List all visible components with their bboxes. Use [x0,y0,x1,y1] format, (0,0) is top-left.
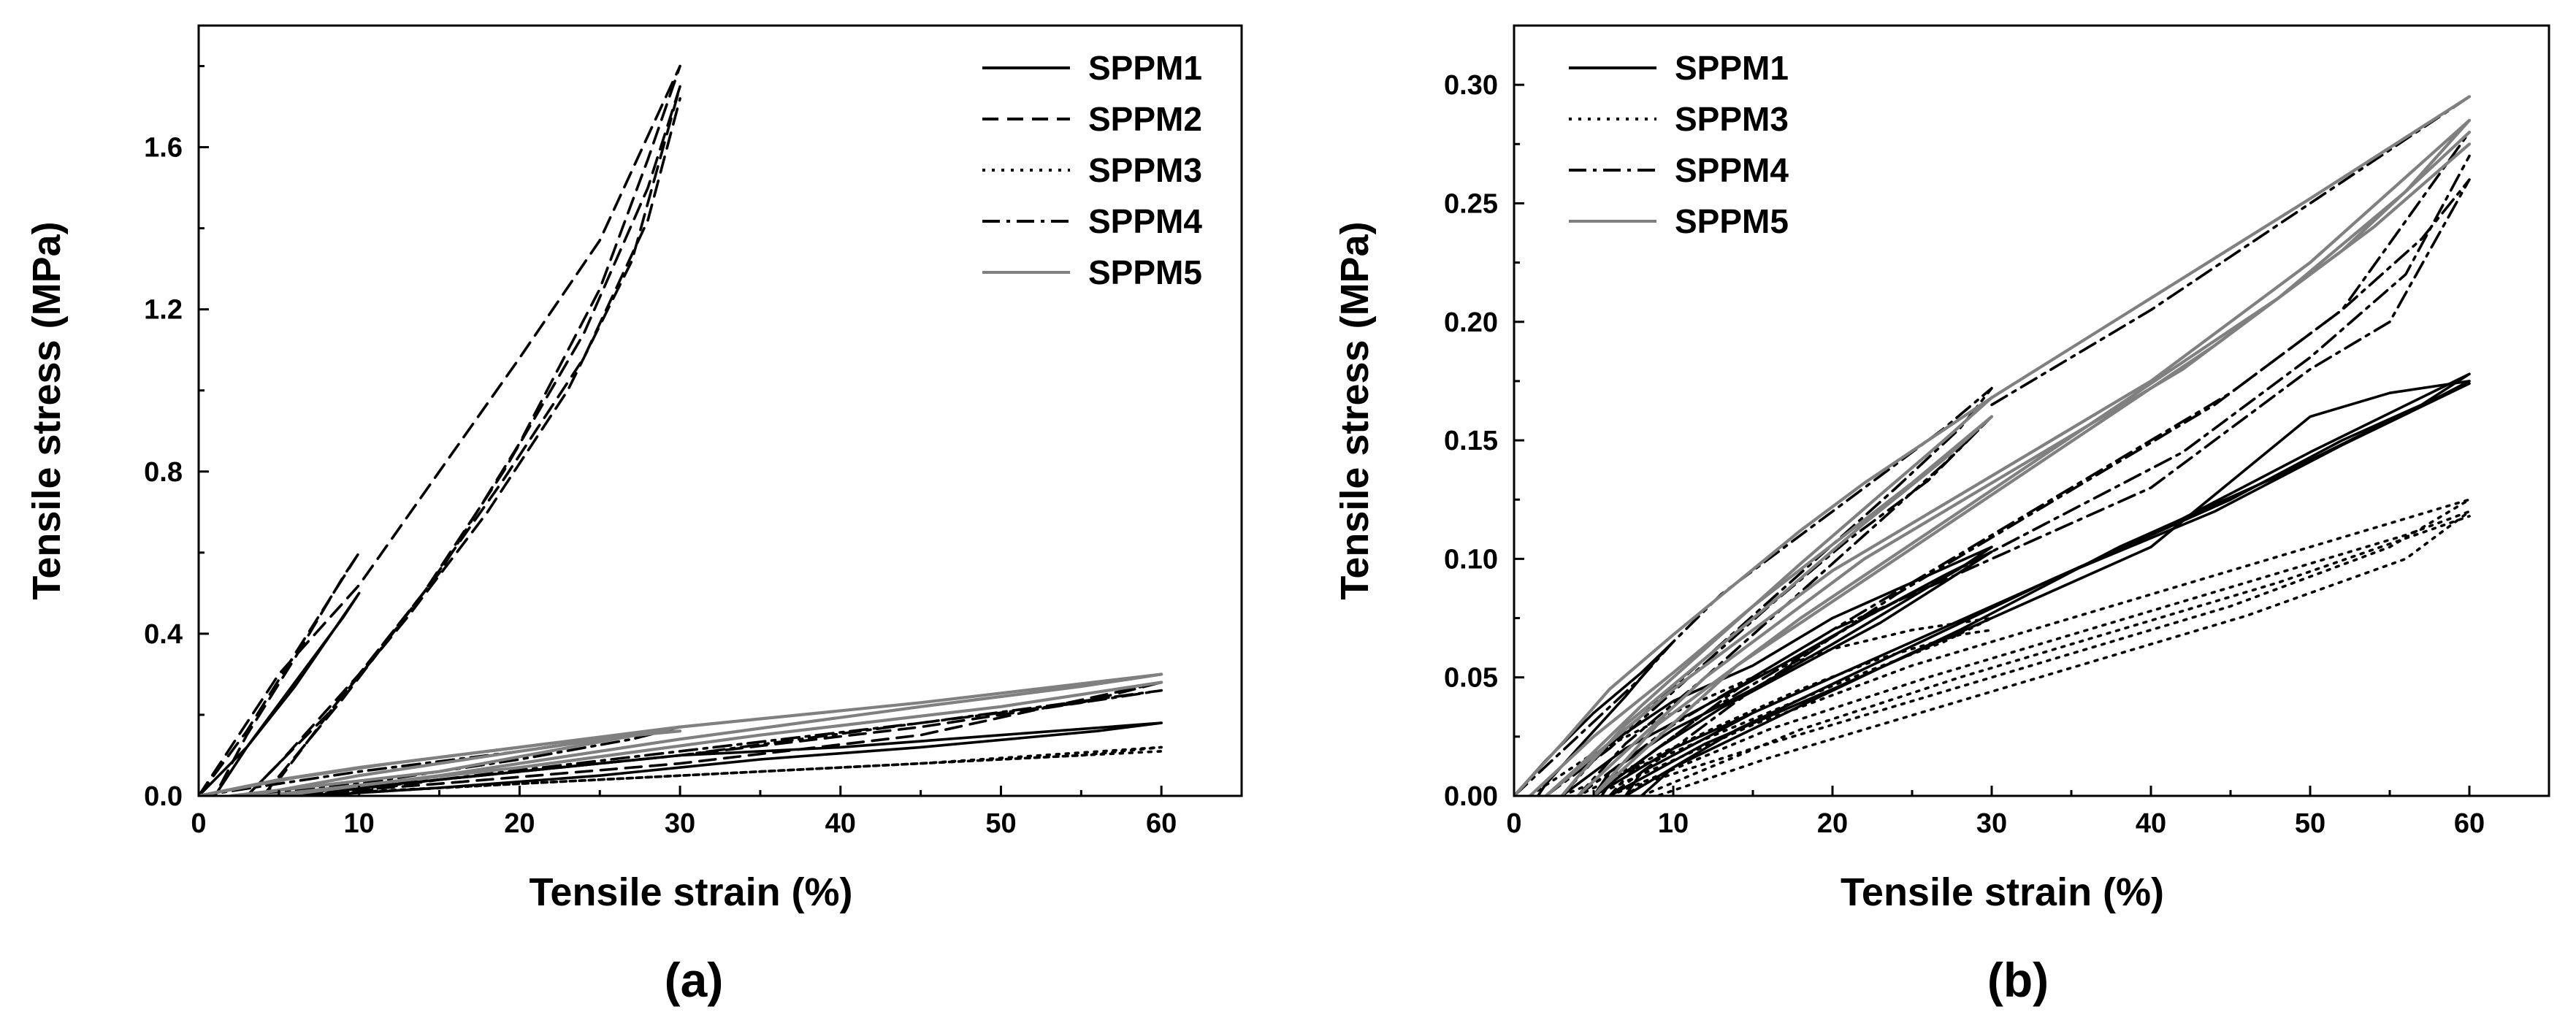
series-line-sppm5 [199,729,682,796]
series-line-sppm2 [245,85,681,796]
y-tick-label: 0.4 [144,619,183,650]
x-tick-label: 50 [985,808,1016,839]
series-line-sppm5 [261,681,1163,796]
x-tick-label: 60 [2454,808,2485,839]
series-line-sppm3 [1592,498,2471,796]
legend: SPPM1 SPPM2 SPPM3 SPPM4 SPPM5 [982,49,1202,291]
series-line-sppm5 [1990,95,2472,399]
legend-label-sppm4: SPPM4 [1088,202,1202,240]
legend-label-sppm3: SPPM3 [1675,100,1789,138]
series-sppm1 [1514,372,2471,796]
series-sppm5 [199,672,1163,796]
series-line-sppm5 [1514,396,1994,796]
x-axis-title: Tensile strain (%) [1841,870,2164,914]
x-tick-label: 20 [1817,808,1848,839]
x-tick-label: 10 [1658,808,1689,839]
series-line-sppm2 [199,64,681,796]
y-tick-label: 0.30 [1444,70,1498,101]
panel-b: 0 10 20 30 40 50 60 0.00 0.05 0.10 0.15 0.20 0.25 0.3… [1333,24,2550,1007]
x-tick-label: 60 [1146,808,1177,839]
series-line-sppm1 [1624,382,2471,796]
y-axis-title: Tensile stress (MPa) [25,221,69,599]
y-tick-label: 1.2 [144,295,183,326]
x-tick-label: 0 [1506,808,1521,839]
series-line-sppm5 [1544,118,2472,796]
series-line-sppm5 [229,672,1163,796]
series-line-sppm3 [1560,628,1993,796]
y-tick-label: 0.05 [1444,663,1498,694]
x-tick-label: 30 [665,808,695,839]
series-line-sppm5 [1528,415,1994,796]
series-line-sppm3 [277,746,1163,796]
legend: SPPM1 SPPM3 SPPM4 SPPM5 [1569,49,1789,240]
panel-label: (b) [1987,953,2049,1007]
series-sppm3 [277,746,1163,796]
x-tick-label: 0 [191,808,206,839]
y-axis-title: Tensile stress (MPa) [1333,221,1377,599]
series-line-sppm3 [1640,515,2471,796]
legend-label-sppm4: SPPM4 [1675,151,1789,189]
panel-a: 0 10 20 30 40 50 60 0.0 0.4 0.8 1.2 1.6 Tensile stra… [25,24,1243,1007]
plot-area [1514,95,2472,796]
series-sppm5 [1514,95,2472,796]
y-tick-label: 0.25 [1444,188,1498,219]
series-line-sppm2 [261,97,681,796]
y-tick-label: 0.8 [144,457,183,488]
series-line-sppm4 [261,689,1163,796]
series-line-sppm4 [1592,154,2471,796]
y-tick-label: 0.00 [1444,781,1498,812]
legend-label-sppm5: SPPM5 [1675,202,1789,240]
series-line-sppm5 [1591,142,2472,796]
legend-label-sppm2: SPPM2 [1088,100,1202,138]
legend-label-sppm3: SPPM3 [1088,151,1202,189]
x-axis-title: Tensile strain (%) [529,870,852,914]
series-line-sppm3 [1529,616,1993,796]
series-line-sppm1 [199,591,361,796]
series-sppm3 [1529,498,2471,796]
y-tick-label: 1.6 [144,133,183,164]
series-line-sppm3 [293,750,1163,796]
legend-label-sppm1: SPPM1 [1675,49,1789,87]
plot-frame [1513,24,2550,797]
series-line-sppm1 [1592,372,2471,796]
panel-label: (a) [665,953,724,1007]
x-tick-label: 40 [2136,808,2166,839]
legend-label-sppm5: SPPM5 [1088,253,1202,291]
series-line-sppm4 [1576,178,2471,796]
x-tick-label: 20 [504,808,535,839]
legend-label-sppm1: SPPM1 [1088,49,1202,87]
plot-area [199,64,1163,796]
y-tick-label: 0.0 [144,781,183,812]
plot-frame [197,24,1243,797]
y-tick-label: 0.20 [1444,307,1498,338]
x-tick-label: 30 [1976,808,2007,839]
x-tick-label: 10 [344,808,375,839]
y-tick-label: 0.10 [1444,544,1498,575]
series-sppm2 [199,64,1163,796]
x-tick-label: 40 [825,808,856,839]
series-sppm4 [199,689,1163,796]
series-line-sppm1 [1608,380,2471,796]
x-tick-label: 50 [2295,808,2325,839]
series-line-sppm4 [1990,95,2471,407]
y-tick-label: 0.15 [1444,426,1498,456]
series-line-sppm2 [199,551,361,796]
